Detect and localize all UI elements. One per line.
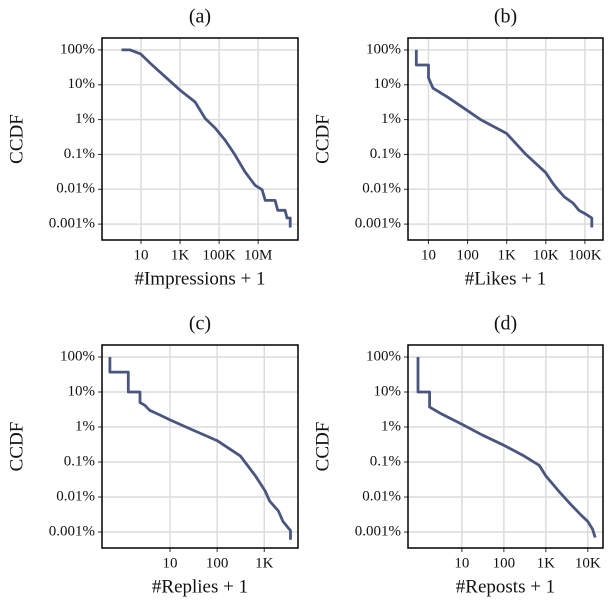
ccdf-line: [416, 357, 597, 538]
x-tick-label: 10: [163, 555, 178, 571]
x-tick-label: 1K: [171, 247, 190, 263]
y-axis-label: CCDF: [6, 114, 27, 164]
y-tick-label: 10%: [68, 76, 96, 92]
plot-frame: [101, 37, 299, 241]
x-axis-label: #Reposts + 1: [456, 576, 555, 597]
y-tick-label: 0.01%: [362, 181, 401, 197]
panel-title: (c): [189, 313, 211, 335]
x-tick-label: 10M: [244, 247, 272, 263]
y-tick-label: 0.001%: [355, 216, 401, 232]
plot-frame: [101, 344, 299, 549]
y-tick-label: 0.1%: [64, 146, 95, 162]
x-axis-label: #Likes + 1: [465, 268, 546, 289]
y-tick-label: 0.1%: [64, 453, 95, 469]
plot-frame: [407, 37, 604, 241]
x-tick-label: 1K: [255, 555, 274, 571]
x-tick-label: 100: [456, 247, 479, 263]
y-tick-label: 0.001%: [355, 523, 401, 539]
ccdf-line: [108, 357, 292, 540]
x-tick-label: 10K: [533, 247, 559, 263]
x-tick-label: 1K: [498, 247, 517, 263]
x-tick-label: 100K: [568, 247, 602, 263]
y-tick-label: 10%: [374, 383, 402, 399]
panel-title: (b): [494, 6, 517, 28]
y-axis-label: CCDF: [312, 422, 333, 472]
x-tick-label: 10: [421, 247, 436, 263]
y-tick-label: 0.001%: [49, 523, 95, 539]
x-tick-label: 10: [454, 555, 469, 571]
y-axis-label: CCDF: [6, 422, 27, 472]
y-tick-label: 0.01%: [362, 488, 401, 504]
y-tick-label: 100%: [60, 41, 95, 57]
y-tick-label: 1%: [75, 111, 95, 127]
x-tick-label: 10: [134, 247, 149, 263]
x-tick-label: 10K: [575, 555, 601, 571]
y-tick-label: 0.001%: [49, 216, 95, 232]
ccdf-line: [414, 49, 594, 228]
y-tick-label: 1%: [381, 418, 401, 434]
y-tick-label: 100%: [60, 348, 95, 364]
x-axis-label: #Impressions + 1: [134, 268, 265, 289]
y-tick-label: 0.1%: [370, 146, 401, 162]
y-tick-label: 1%: [381, 111, 401, 127]
ccdf-line: [121, 48, 292, 228]
y-tick-label: 0.1%: [370, 453, 401, 469]
x-tick-label: 100: [493, 555, 516, 571]
x-axis-label: #Replies + 1: [152, 576, 248, 597]
y-tick-label: 0.01%: [56, 181, 95, 197]
plot-frame: [407, 344, 604, 549]
y-tick-label: 1%: [75, 418, 95, 434]
x-tick-label: 1K: [537, 555, 556, 571]
panel-title: (a): [189, 6, 211, 28]
panel-title: (d): [494, 313, 517, 335]
y-tick-label: 10%: [68, 383, 96, 399]
y-tick-label: 100%: [366, 348, 401, 364]
y-tick-label: 10%: [374, 76, 402, 92]
x-tick-label: 100K: [202, 247, 236, 263]
x-tick-label: 100: [206, 555, 229, 571]
y-tick-label: 100%: [366, 41, 401, 57]
y-axis-label: CCDF: [312, 114, 333, 164]
y-tick-label: 0.01%: [56, 488, 95, 504]
